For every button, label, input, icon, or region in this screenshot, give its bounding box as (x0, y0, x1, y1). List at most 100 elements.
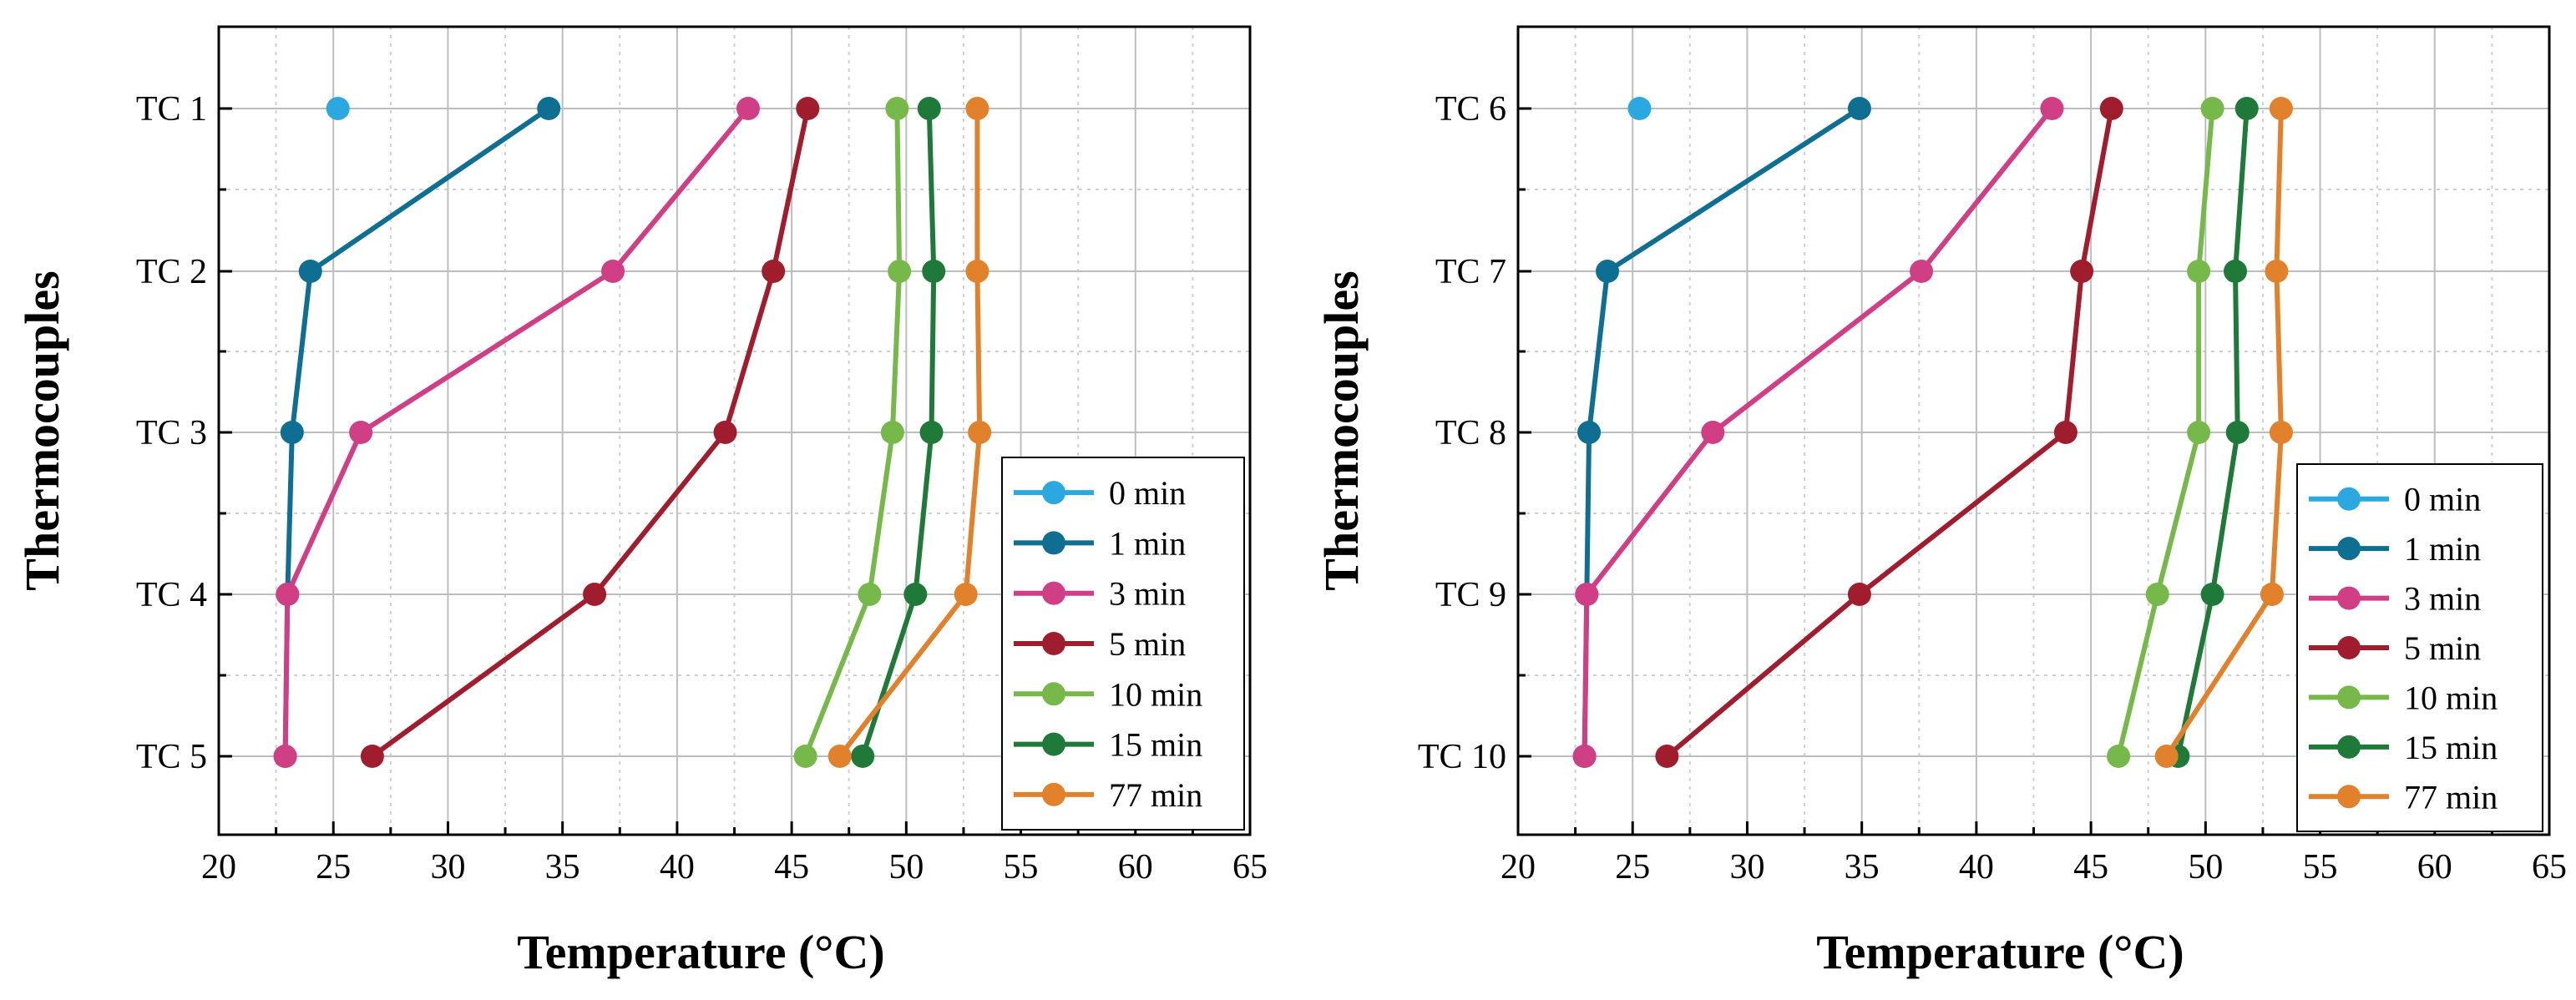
x-axis-title: Temperature (°C) (1816, 925, 2184, 979)
legend-label: 1 min (2404, 530, 2481, 568)
data-point (903, 583, 928, 606)
data-point (851, 745, 875, 768)
data-point (880, 421, 904, 444)
y-axis-title: Thermocouples (1314, 270, 1369, 590)
data-point (2269, 97, 2293, 120)
data-point (1910, 260, 1934, 283)
data-point (2260, 583, 2284, 606)
x-tick-label: 35 (545, 848, 580, 886)
x-tick-label: 25 (1615, 848, 1650, 886)
data-point (583, 583, 607, 606)
legend-swatch-marker (1042, 531, 1065, 555)
data-point (1847, 97, 1871, 120)
x-tick-label: 45 (2073, 848, 2108, 886)
x-tick-label: 45 (774, 848, 809, 886)
data-point (2145, 583, 2169, 606)
legend-label: 5 min (2404, 629, 2481, 667)
chart-panel-2: 20 25 30 35 40 45 50 55 60 65 TC 6 TC 7 TC 8 TC 9 TC 1… (1314, 25, 2567, 979)
y-tick-label: TC 3 (136, 414, 207, 452)
legend-swatch-marker (2337, 586, 2361, 610)
y-tick-label: TC 6 (1435, 90, 1506, 129)
legend-swatch-marker (2337, 735, 2361, 759)
y-tick-label: TC 10 (1418, 738, 1506, 776)
data-point (537, 97, 561, 120)
data-point (2154, 745, 2179, 768)
x-tick-label: 20 (201, 848, 236, 886)
data-point (1575, 583, 1599, 606)
data-point (2070, 260, 2094, 283)
y-tick-label: TC 7 (1435, 253, 1506, 291)
legend-label: 0 min (2404, 481, 2481, 518)
data-point (1572, 745, 1597, 768)
legend-label: 3 min (2404, 580, 2481, 618)
data-point (2187, 421, 2211, 444)
legend: 0 min 1 min 3 min 5 min 10 min 15 min 77 min (2296, 463, 2543, 832)
data-point (2225, 421, 2250, 444)
data-point (276, 583, 300, 606)
y-axis-title: Thermocouples (15, 270, 69, 590)
x-axis-title: Temperature (°C) (517, 925, 884, 979)
legend-label: 15 min (2404, 729, 2498, 766)
data-point (919, 421, 944, 444)
data-point (2053, 421, 2078, 444)
data-point (2040, 97, 2064, 120)
chart-panel-1: 20 25 30 35 40 45 50 55 60 65 TC 1 TC 2 TC 3 TC 4 TC 5… (15, 25, 1268, 979)
data-point (2187, 260, 2211, 283)
data-point (885, 97, 909, 120)
data-point (1627, 97, 1652, 120)
legend-swatch-marker (2337, 685, 2361, 710)
data-point (280, 421, 304, 444)
y-tick-label: TC 1 (136, 90, 207, 129)
legend-swatch-marker (2337, 487, 2361, 511)
data-point (796, 97, 820, 120)
x-tick-label: 60 (1118, 848, 1153, 886)
legend-swatch-marker (2337, 537, 2361, 561)
data-point (601, 260, 625, 283)
legend-swatch-marker (2337, 636, 2361, 659)
x-tick-label: 65 (1232, 848, 1268, 886)
data-point (888, 260, 912, 283)
legend-swatch-marker (1042, 581, 1065, 605)
legend-label: 3 min (1109, 575, 1186, 613)
legend-swatch-marker (1042, 682, 1065, 706)
legend-swatch-marker (2337, 785, 2361, 809)
y-tick-label: TC 2 (136, 253, 207, 291)
data-point (965, 260, 989, 283)
data-point (2234, 97, 2259, 120)
data-point (858, 583, 882, 606)
legend-label: 77 min (1109, 776, 1202, 814)
data-point (965, 97, 989, 120)
x-tick-label: 30 (430, 848, 465, 886)
x-tick-label: 65 (2532, 848, 2567, 886)
legend-label: 15 min (1109, 726, 1202, 764)
data-point (922, 260, 946, 283)
data-point (2269, 421, 2293, 444)
legend-swatch-marker (1042, 632, 1065, 655)
data-point (1655, 745, 1679, 768)
x-tick-label: 40 (1959, 848, 1994, 886)
data-point (917, 97, 941, 120)
data-point (1847, 583, 1871, 606)
legend-label: 5 min (1109, 625, 1186, 663)
x-tick-label: 30 (1729, 848, 1764, 886)
x-tick-label: 40 (660, 848, 695, 886)
data-point (2200, 97, 2224, 120)
data-point (736, 97, 760, 120)
x-tick-label: 55 (2303, 848, 2338, 886)
y-tick-label: TC 9 (1435, 576, 1506, 614)
data-point (360, 745, 384, 768)
data-point (713, 421, 737, 444)
x-tick-label: 20 (1501, 848, 1536, 886)
data-point (1596, 260, 1620, 283)
legend-label: 10 min (1109, 675, 1202, 713)
data-point (1701, 421, 1725, 444)
data-point (968, 421, 992, 444)
data-point (2200, 583, 2224, 606)
data-point (326, 97, 350, 120)
legend-label: 10 min (2404, 679, 2498, 716)
data-point (298, 260, 322, 283)
legend-swatch-marker (1042, 782, 1065, 806)
y-tick-label: TC 8 (1435, 414, 1506, 452)
x-tick-label: 25 (316, 848, 351, 886)
